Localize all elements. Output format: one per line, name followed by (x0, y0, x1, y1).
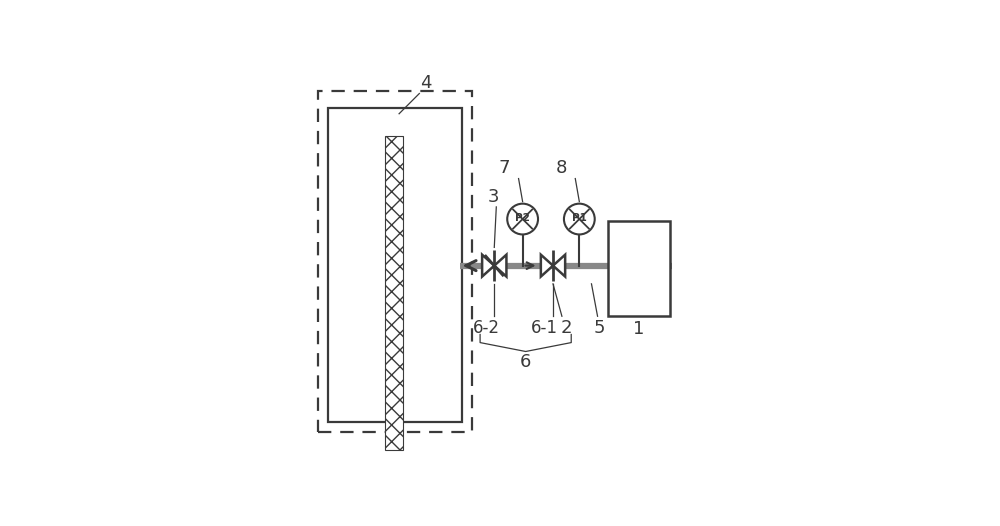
Text: 3: 3 (487, 188, 499, 206)
Text: 2: 2 (560, 319, 572, 337)
Text: P2: P2 (515, 213, 530, 223)
Text: 5: 5 (594, 319, 605, 337)
Circle shape (507, 204, 538, 235)
Polygon shape (541, 255, 553, 277)
Polygon shape (482, 255, 494, 277)
Polygon shape (494, 255, 506, 277)
Text: 4: 4 (420, 74, 432, 92)
Text: P1: P1 (572, 213, 587, 223)
Polygon shape (553, 255, 565, 277)
Text: 1: 1 (633, 320, 645, 338)
Text: 6-2: 6-2 (473, 319, 500, 337)
Text: 6: 6 (520, 353, 531, 371)
Bar (608, 221, 670, 316)
Bar (328, 108, 462, 421)
Bar (385, 136, 403, 450)
Text: 7: 7 (499, 159, 510, 177)
Text: 8: 8 (556, 159, 567, 177)
Text: 6-1: 6-1 (531, 319, 558, 337)
Circle shape (564, 204, 595, 235)
